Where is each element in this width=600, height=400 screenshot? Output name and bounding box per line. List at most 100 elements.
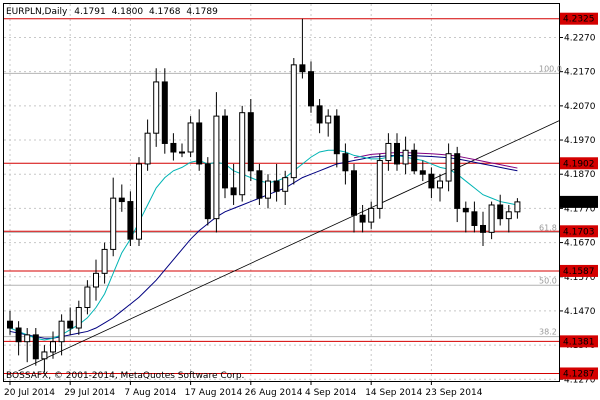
level-price-label: 4.1587 [563,267,595,277]
candle [394,133,400,171]
candle-body-bull [110,197,117,250]
ma-slow-line [9,154,518,339]
candle [179,143,185,158]
candle [204,157,211,226]
candle-body-bear [497,204,504,220]
candle-body-bull [93,272,99,288]
candle [110,177,117,257]
candles [7,18,521,373]
candle-body-bear [462,207,469,213]
candle-body-bear [351,170,357,216]
candle [67,307,74,335]
trendline-group [18,120,560,372]
candle [290,58,297,185]
candle-body-bull [488,204,495,233]
ma-fast-line [9,149,518,341]
level-price-label: 4.1703 [563,227,595,237]
candle [196,109,203,171]
candle-body-bear [32,334,39,360]
candle-body-bear [118,197,125,203]
candle-body-bull [505,211,512,220]
candle [247,99,254,182]
candle [24,328,31,363]
candle-body-bear [196,122,203,165]
candle [428,167,435,199]
header-close: 4.1789 [186,7,218,17]
candle-body-bull [24,334,31,343]
candle-body-bear [204,163,211,220]
candle-body-bull [75,307,82,329]
candle [454,146,461,223]
ma-mid-line [353,152,518,169]
candle-body-bull [187,122,194,153]
candle-body-bear [127,201,134,240]
candle-body-bull [265,180,271,199]
candle-body-bear [7,320,13,329]
candle [419,160,426,182]
candle-body-bull [41,351,48,360]
candle [213,92,220,233]
level-price-label: 4.1381 [563,337,595,347]
candle-body-bull [376,160,383,209]
candle-body-bear [480,224,486,233]
candle-body-bull [445,153,452,182]
candle [342,143,349,185]
candle [462,201,469,233]
candle-body-bull [153,81,160,134]
y-tick-label: 4.1970 [564,136,596,146]
y-tick-label: 4.1870 [564,170,596,180]
candle-body-bull [290,64,297,179]
candle [497,194,504,226]
candle-body-bear [316,105,323,124]
fib-label: 100.0 [539,64,562,73]
candle [58,314,65,356]
candle-body-bull [514,201,521,213]
candle-body-bull [385,142,392,162]
candle [230,163,237,205]
candle [376,153,383,219]
candle [402,136,409,175]
fibonacci-levels: 100.0 61.8 50.0 38.2 [4,64,562,338]
price-tags: 4.2325 4.1902 4.1703 4.1587 4.1381 4.1287 4.17… [560,12,598,380]
x-tick-label: 17 Aug 2014 [185,388,243,398]
candle-body-bear [161,81,168,144]
candle [325,109,332,137]
candle-body-bear [15,327,22,343]
x-tick-label: 23 Sep 2014 [425,388,482,398]
candle [265,174,271,209]
candle-body-bear [273,180,280,192]
y-tick-label: 4.2170 [564,68,596,78]
candle-body-bear [428,173,435,189]
candle-body-bear [333,115,340,155]
x-tick-label: 29 Jul 2014 [64,388,115,398]
candle [273,163,280,202]
candle [127,191,134,246]
svg-text:EURPLN,Daily 4.1791: EURPLN,Daily 4.1791 4.1800 4.1768 4.1789 [6,7,218,17]
level-price-label: 4.2325 [563,15,595,25]
candle [161,68,168,154]
candle-body-bull [282,177,289,192]
candle-body-bull [179,151,185,154]
level-price-tag [560,157,598,170]
candle-body-bear [222,115,228,189]
level-price-tag [560,12,598,25]
x-tick-label: 7 Aug 2014 [124,388,176,398]
grid [4,4,559,381]
candle-body-bull [84,286,91,309]
candle [480,211,486,246]
candle [299,18,306,79]
level-price-label: 4.1287 [563,369,595,379]
candle [41,345,48,373]
candle [333,109,340,168]
candle [385,133,392,171]
candle-body-bear [170,142,177,153]
copyright-text: BOSSAFX, © 2001-2014, MetaQuotes Softwar… [6,371,244,381]
candle-body-bear [230,187,237,196]
x-tick-label: 4 Sep 2014 [305,388,357,398]
fib-label: 38.2 [539,328,557,337]
candle [144,119,151,171]
candle [93,259,99,301]
candle-body-bear [419,170,426,175]
candle [368,201,375,229]
